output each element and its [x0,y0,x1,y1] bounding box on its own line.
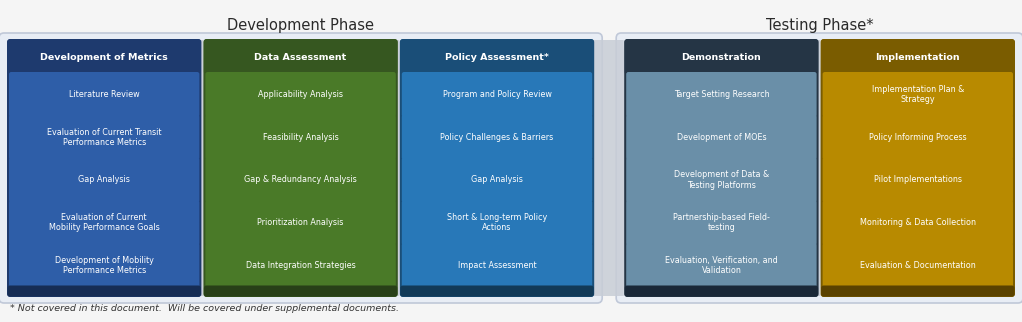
FancyBboxPatch shape [616,33,1022,303]
Text: Monitoring & Data Collection: Monitoring & Data Collection [860,218,976,227]
FancyBboxPatch shape [9,200,199,245]
Text: Evaluation & Documentation: Evaluation & Documentation [860,261,976,270]
FancyBboxPatch shape [626,72,817,117]
Text: Data Assessment: Data Assessment [254,52,346,62]
Text: Feasibility Analysis: Feasibility Analysis [263,133,338,142]
Text: Program and Policy Review: Program and Policy Review [443,90,552,99]
Text: Partnership-based Field-
testing: Partnership-based Field- testing [672,213,770,232]
Text: Policy Challenges & Barriers: Policy Challenges & Barriers [440,133,554,142]
Text: Target Setting Research: Target Setting Research [673,90,770,99]
FancyBboxPatch shape [401,40,594,74]
Text: Literature Review: Literature Review [68,90,140,99]
FancyBboxPatch shape [7,40,201,74]
Polygon shape [592,40,626,296]
FancyBboxPatch shape [9,243,199,288]
Text: Development of Mobility
Performance Metrics: Development of Mobility Performance Metr… [55,256,153,275]
Text: Applicability Analysis: Applicability Analysis [259,90,343,99]
Text: Demonstration: Demonstration [682,52,761,62]
FancyBboxPatch shape [9,115,199,160]
FancyBboxPatch shape [624,39,819,297]
Text: Implementation: Implementation [876,52,960,62]
FancyBboxPatch shape [205,157,396,203]
Text: Policy Informing Process: Policy Informing Process [869,133,967,142]
FancyBboxPatch shape [205,243,396,288]
FancyBboxPatch shape [0,33,602,303]
FancyBboxPatch shape [400,39,594,297]
Text: Evaluation, Verification, and
Validation: Evaluation, Verification, and Validation [665,256,778,275]
FancyBboxPatch shape [823,115,1013,160]
FancyBboxPatch shape [402,72,592,117]
FancyBboxPatch shape [7,39,201,297]
Text: Policy Assessment*: Policy Assessment* [445,52,549,62]
FancyBboxPatch shape [204,40,398,74]
FancyBboxPatch shape [402,200,592,245]
FancyBboxPatch shape [7,286,201,297]
Polygon shape [817,40,823,296]
Text: Evaluation of Current Transit
Performance Metrics: Evaluation of Current Transit Performanc… [47,128,161,147]
FancyBboxPatch shape [9,72,199,117]
Text: Implementation Plan &
Strategy: Implementation Plan & Strategy [872,85,964,104]
FancyBboxPatch shape [205,115,396,160]
FancyBboxPatch shape [823,200,1013,245]
Polygon shape [396,40,403,296]
Text: * Not covered in this document.  Will be covered under supplemental documents.: * Not covered in this document. Will be … [10,304,399,313]
FancyBboxPatch shape [402,157,592,203]
FancyBboxPatch shape [402,243,592,288]
FancyBboxPatch shape [823,243,1013,288]
Text: Evaluation of Current
Mobility Performance Goals: Evaluation of Current Mobility Performan… [49,213,159,232]
FancyBboxPatch shape [821,286,1015,297]
FancyBboxPatch shape [624,286,818,297]
Text: Short & Long-term Policy
Actions: Short & Long-term Policy Actions [447,213,547,232]
Text: Impact Assessment: Impact Assessment [458,261,537,270]
Text: Prioritization Analysis: Prioritization Analysis [258,218,343,227]
Text: Development of Metrics: Development of Metrics [40,52,168,62]
FancyBboxPatch shape [205,200,396,245]
FancyBboxPatch shape [205,72,396,117]
Polygon shape [199,40,205,296]
Text: Gap Analysis: Gap Analysis [79,175,130,185]
Text: Development of MOEs: Development of MOEs [677,133,766,142]
Text: Gap Analysis: Gap Analysis [471,175,523,185]
FancyBboxPatch shape [823,72,1013,117]
FancyBboxPatch shape [203,39,398,297]
Text: Testing Phase*: Testing Phase* [765,18,874,33]
Text: Data Integration Strategies: Data Integration Strategies [245,261,356,270]
FancyBboxPatch shape [9,157,199,203]
FancyBboxPatch shape [204,286,398,297]
Text: Gap & Redundancy Analysis: Gap & Redundancy Analysis [244,175,357,185]
FancyBboxPatch shape [821,40,1015,74]
FancyBboxPatch shape [821,39,1015,297]
FancyBboxPatch shape [626,157,817,203]
FancyBboxPatch shape [626,200,817,245]
Text: Pilot Implementations: Pilot Implementations [874,175,962,185]
FancyBboxPatch shape [823,157,1013,203]
Text: Development Phase: Development Phase [227,18,374,33]
Text: Development of Data &
Testing Platforms: Development of Data & Testing Platforms [673,170,769,190]
FancyBboxPatch shape [402,115,592,160]
FancyBboxPatch shape [626,243,817,288]
FancyBboxPatch shape [624,40,818,74]
FancyBboxPatch shape [626,115,817,160]
FancyBboxPatch shape [401,286,594,297]
